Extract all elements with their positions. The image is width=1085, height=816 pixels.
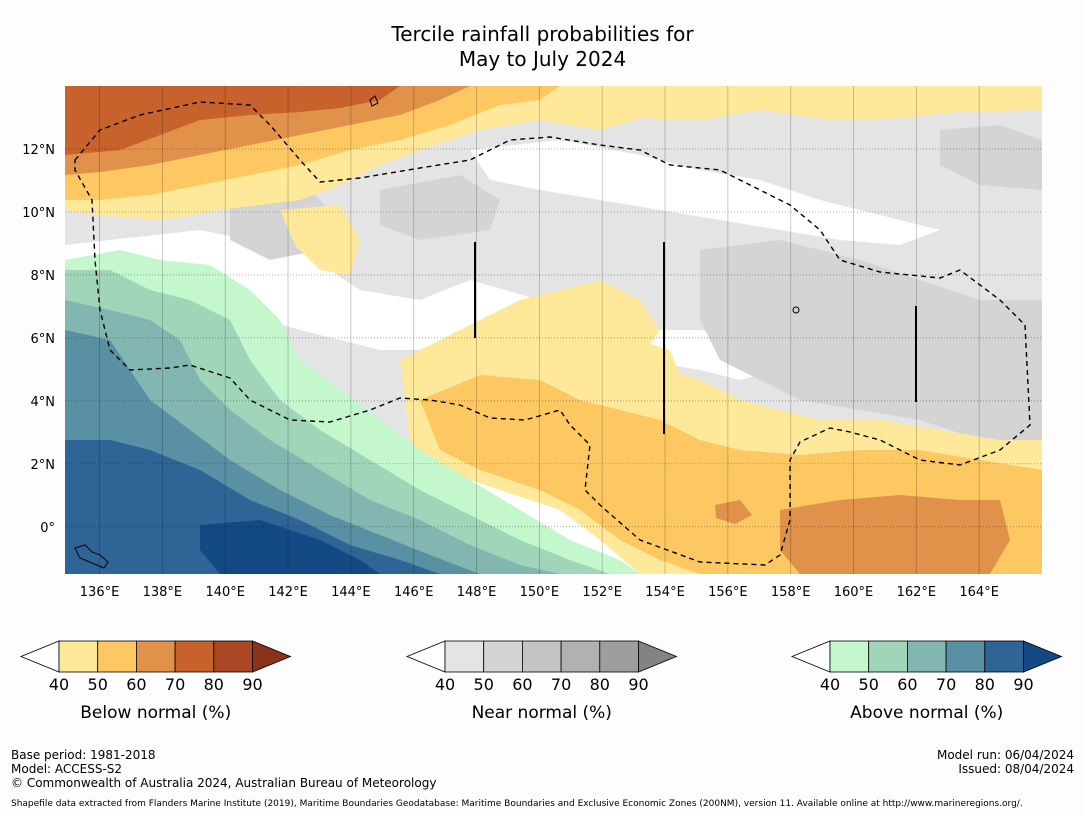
footer-left: Base period: 1981-2018 Model: ACCESS-S2 …	[11, 748, 436, 790]
lon-tick-label: 154°E	[645, 585, 685, 600]
colorbar-tick-label: 80	[590, 675, 610, 694]
issued-date: Issued: 08/04/2024	[958, 762, 1074, 776]
colorbar-tick-label: 90	[1013, 675, 1033, 694]
colorbar-tick-label: 50	[859, 675, 879, 694]
colorbar-left-extension	[790, 640, 831, 673]
lat-tick-label: 8°N	[31, 269, 56, 284]
colorbar-segment	[829, 640, 870, 673]
shapefile-credit: Shapefile data extracted from Flanders M…	[11, 799, 1023, 809]
lon-tick-label: 160°E	[834, 585, 874, 600]
lat-tick-label: 4°N	[31, 395, 56, 410]
colorbar-tick-label: 60	[897, 675, 917, 694]
colorbar-title: Near normal (%)	[472, 703, 612, 723]
lon-tick-label: 164°E	[959, 585, 999, 600]
colorbar-segment	[945, 640, 986, 673]
colorbar-title: Below normal (%)	[80, 703, 231, 723]
colorbar-title: Above normal (%)	[850, 703, 1003, 723]
lat-tick-label: 6°N	[31, 332, 56, 347]
model-name: Model: ACCESS-S2	[11, 762, 123, 776]
colorbar-segment	[984, 640, 1024, 673]
below-normal-60-south	[780, 495, 1010, 574]
below-normal-40-patch	[280, 205, 360, 275]
colorbar-left-extension	[405, 640, 446, 673]
lat-tick-label: 0°	[40, 521, 55, 536]
below-normal-60-spot	[715, 500, 752, 524]
colorbar-segment	[97, 640, 137, 673]
colorbar-segment	[599, 640, 639, 673]
colorbar-tick-label: 70	[936, 675, 956, 694]
island-pohnpei	[792, 306, 800, 314]
title-line-2: May to July 2024	[458, 47, 627, 71]
colorbar-tick-label: 40	[49, 675, 69, 694]
above-normal-80	[65, 440, 440, 574]
lon-tick-label: 146°E	[394, 585, 434, 600]
neutral-zone-2	[470, 140, 940, 245]
lon-tick-label: 142°E	[268, 585, 308, 600]
colorbar-tick-label: 80	[975, 675, 995, 694]
colorbar-segment	[58, 640, 99, 673]
lon-tick-label: 136°E	[80, 585, 120, 600]
colorbar-tick-label: 80	[204, 675, 224, 694]
colorbar-right-extension	[252, 640, 292, 673]
lon-tick-label: 140°E	[205, 585, 245, 600]
colorbar-right-extension	[1023, 640, 1063, 673]
lon-tick-label: 158°E	[771, 585, 811, 600]
map-area	[65, 86, 1042, 574]
chart-title: Tercile rainfall probabilities for May t…	[0, 22, 1085, 72]
lon-tick-label: 162°E	[897, 585, 937, 600]
island-guam	[369, 95, 379, 107]
colorbar-tick-label: 90	[628, 675, 648, 694]
colorbar-near-normal: 40 50 60 70 80 90 Near normal (%)	[405, 640, 678, 723]
lon-tick-label: 144°E	[331, 585, 371, 600]
lon-tick-label: 148°E	[457, 585, 497, 600]
colorbar-segment	[483, 640, 523, 673]
lon-tick-label: 152°E	[582, 585, 622, 600]
graticule	[65, 86, 1042, 574]
longitude-labels: 136°E 138°E 140°E 142°E 144°E 146°E 148°E 150°E…	[80, 585, 999, 600]
lat-tick-label: 10°N	[22, 206, 55, 221]
above-normal-90	[200, 520, 380, 574]
colorbar-segment	[444, 640, 485, 673]
eez-boundary	[74, 101, 1031, 566]
model-run: Model run: 06/04/2024	[936, 748, 1074, 762]
colorbar-tick-label: 40	[435, 675, 455, 694]
colorbar-above-normal: 40 50 60 70 80 90 Above normal (%)	[790, 640, 1063, 723]
colorbar-tick-label: 60	[512, 675, 532, 694]
below-normal-70-north	[65, 86, 400, 155]
colorbar-tick-label: 40	[820, 675, 840, 694]
colorbar-segment	[522, 640, 562, 673]
colorbar-segment	[560, 640, 601, 673]
lat-tick-label: 2°N	[31, 458, 56, 473]
footer-right: Model run: 06/04/2024 Issued: 08/04/2024	[937, 748, 1074, 776]
colorbar-left-extension	[19, 640, 60, 673]
colorbar-segment	[135, 640, 176, 673]
lon-tick-label: 138°E	[143, 585, 183, 600]
colorbar-tick-label: 90	[242, 675, 262, 694]
colorbar-segment	[907, 640, 947, 673]
lat-tick-label: 12°N	[22, 143, 55, 158]
colorbar-right-extension	[638, 640, 678, 673]
colorbar-tick-label: 70	[165, 675, 185, 694]
base-period: Base period: 1981-2018	[11, 748, 156, 762]
near-normal-50-patch-4	[940, 125, 1042, 190]
colorbar-below-normal: 40 50 60 70 80 90 Below normal (%)	[19, 640, 292, 723]
lon-tick-label: 150°E	[520, 585, 560, 600]
colorbar-tick-label: 50	[474, 675, 494, 694]
colorbar-segment	[868, 640, 908, 673]
title-line-1: Tercile rainfall probabilities for	[391, 22, 694, 46]
copyright: © Commonwealth of Australia 2024, Austra…	[11, 776, 437, 790]
colorbar-segment	[174, 640, 215, 673]
island-palau	[74, 544, 109, 569]
colorbar-tick-label: 60	[126, 675, 146, 694]
below-normal-40-patch-2	[570, 335, 680, 380]
lon-tick-label: 156°E	[708, 585, 748, 600]
near-normal-50-patch-3	[380, 175, 500, 240]
colorbar-tick-label: 70	[551, 675, 571, 694]
latitude-labels: 12°N 10°N 8°N 6°N 4°N 2°N 0°	[22, 143, 55, 536]
colorbar-tick-label: 50	[88, 675, 108, 694]
colorbar-segment	[213, 640, 253, 673]
near-normal-50-patch-1	[700, 240, 1042, 440]
